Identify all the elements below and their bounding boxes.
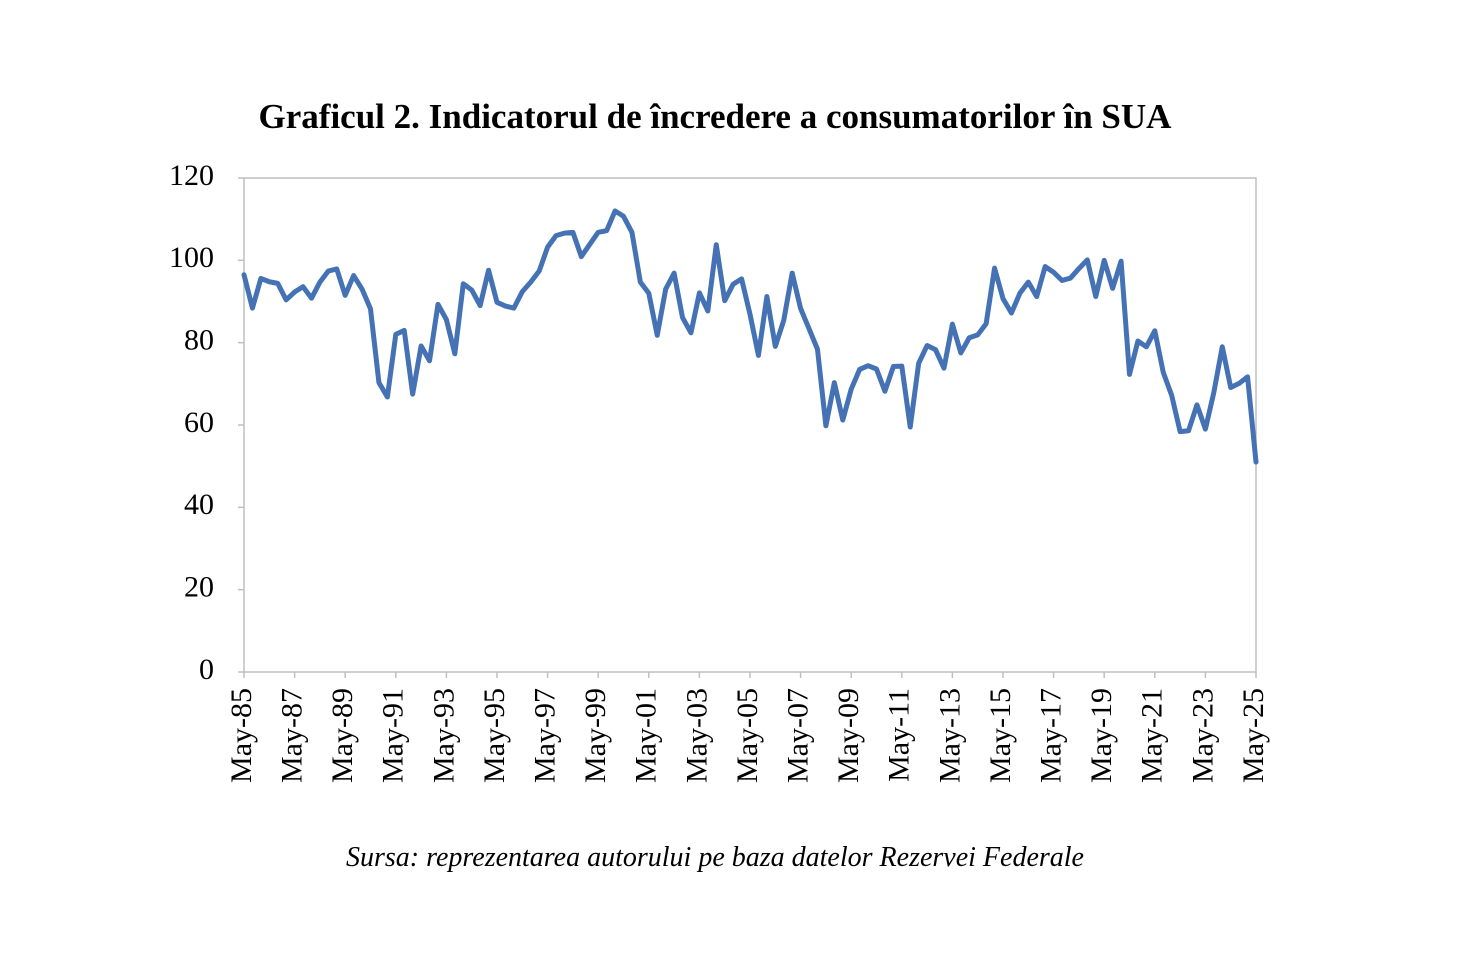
x-tick-label: May-21 [1136,688,1169,783]
x-tick-label: May-19 [1085,688,1118,783]
x-tick-label: May-99 [579,688,612,783]
x-tick-label: May-17 [1034,688,1067,783]
x-tick-label: May-09 [832,688,865,783]
y-tick-label: 60 [184,406,214,439]
y-tick-label: 40 [184,488,214,521]
series-line [241,208,1259,465]
y-tick-label: 0 [199,653,214,686]
x-tick-label: May-91 [377,688,410,783]
x-tick-label: May-97 [528,688,561,783]
x-tick-label: May-07 [781,688,814,783]
source-note: Sursa: reprezentarea autorului pe baza d… [346,842,1084,873]
x-tick-label: May-93 [427,688,460,783]
x-tick-label: May-23 [1186,688,1219,783]
x-tick-label: May-05 [731,688,764,783]
x-tick-label: May-95 [478,688,511,783]
y-tick-label: 120 [169,159,214,192]
x-tick-label: May-11 [883,688,916,782]
plot-area [243,177,1257,673]
x-tick-label: May-89 [326,688,359,783]
y-tick-label: 80 [184,324,214,357]
y-tick-label: 100 [169,241,214,274]
x-tick-label: May-03 [680,688,713,783]
chart-title: Graficul 2. Indicatorul de încredere a c… [259,97,1173,136]
x-tick-label: May-25 [1237,688,1270,783]
x-tick-label: May-15 [984,688,1017,783]
x-tick-label: May-01 [630,688,663,783]
x-tick-label: May-85 [225,688,258,783]
x-tick-label: May-87 [275,688,308,783]
x-tick-label: May-13 [933,688,966,783]
y-tick-label: 20 [184,571,214,604]
